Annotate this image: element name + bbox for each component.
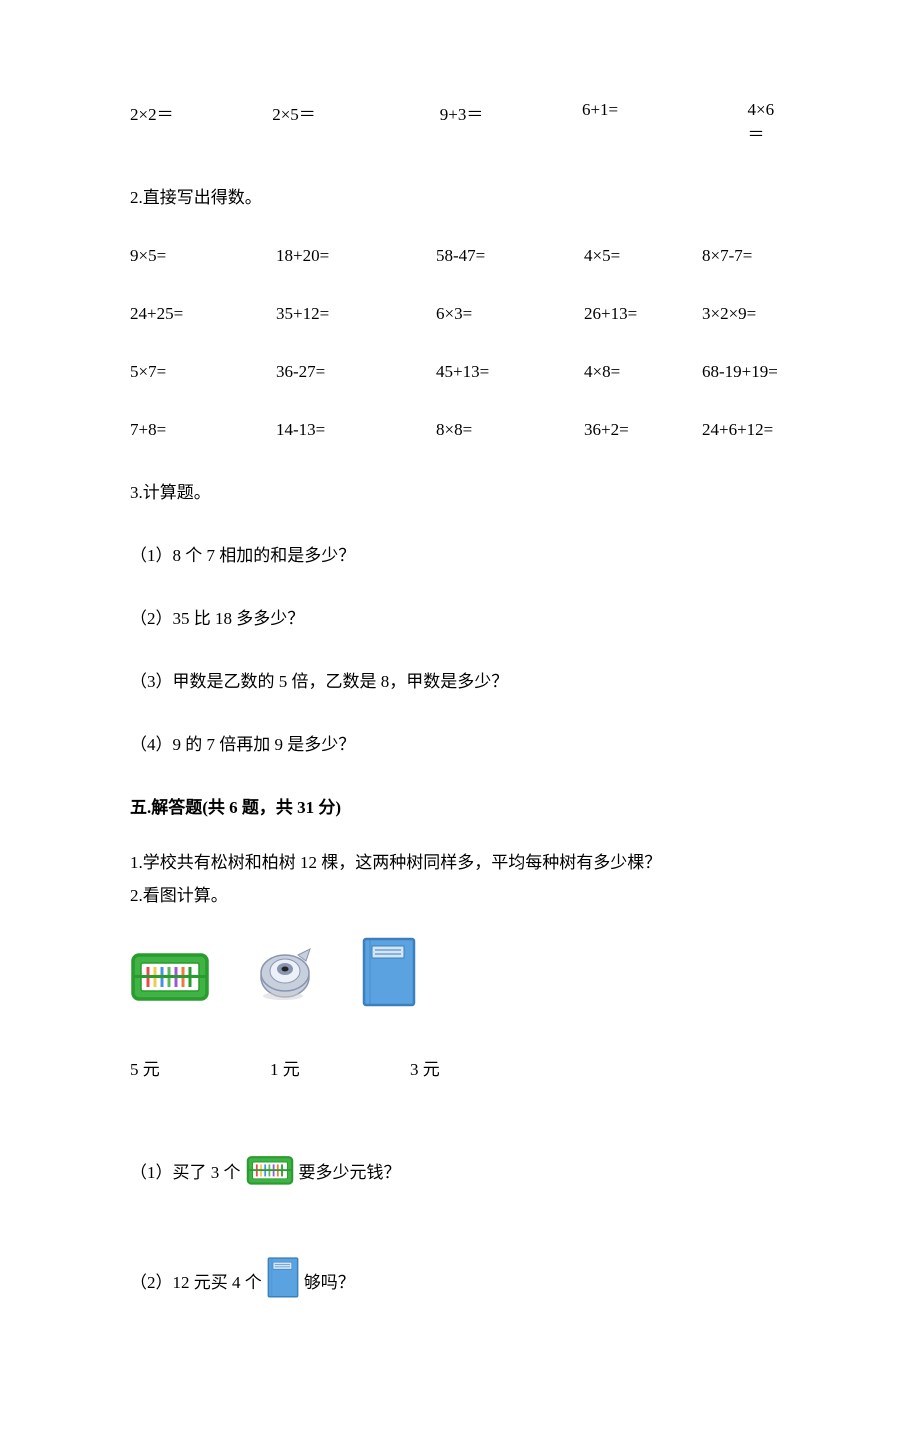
eq-cell: 4×6＝ [748, 100, 790, 145]
eq-cell: 26+13= [584, 304, 702, 324]
eq-cell: 9+3＝ [440, 100, 582, 145]
eq-cell: 6×3= [436, 304, 584, 324]
eq-cell: 6+1= [582, 100, 748, 145]
eq-cell: 9×5= [130, 246, 276, 266]
eq-cell: 45+13= [436, 362, 584, 382]
eq-cell: 68-19+19= [702, 362, 778, 382]
eq-cell: 24+6+12= [702, 420, 773, 440]
section3-title: 3.计算题。 [130, 478, 790, 503]
product-icon-row [130, 936, 790, 1015]
section5-heading: 五.解答题(共 6 题，共 31 分) [130, 793, 790, 818]
eq-cell: 35+12= [276, 304, 436, 324]
eq-cell: 2×2＝ [130, 100, 272, 145]
eq-cell: 14-13= [276, 420, 436, 440]
eq-cell: 24+25= [130, 304, 276, 324]
eq-cell: 5×7= [130, 362, 276, 382]
section2-title: 2.直接写出得数。 [130, 183, 790, 208]
question-5-2-2: （2）12 元买 4 个 够吗？ [130, 1256, 790, 1305]
eq-cell: 36-27= [276, 362, 436, 382]
question-3-4: （4）9 的 7 倍再加 9 是多少？ [130, 730, 790, 755]
question-5-1: 1.学校共有松树和柏树 12 棵，这两种树同样多，平均每种树有多少棵？ [130, 848, 790, 873]
price-row: 5 元 1 元 3 元 [130, 1055, 790, 1080]
eq-cell: 8×8= [436, 420, 584, 440]
price-cell: 5 元 [130, 1055, 270, 1080]
notebook-icon [360, 936, 418, 1015]
equation-grid-row: 5×7= 36-27= 45+13= 4×8= 68-19+19= [130, 362, 790, 382]
question-5-2-1: （1）买了 3 个 要多少元钱？ [130, 1150, 790, 1191]
price-cell: 1 元 [270, 1055, 410, 1080]
question-3-1: （1）8 个 7 相加的和是多少？ [130, 541, 790, 566]
question-5-2: 2.看图计算。 [130, 881, 790, 906]
eq-cell: 8×7-7= [702, 246, 752, 266]
eq-cell: 2×5＝ [272, 100, 440, 145]
eq-cell: 3×2×9= [702, 304, 756, 324]
eq-cell: 7+8= [130, 420, 276, 440]
equation-grid-row: 7+8= 14-13= 8×8= 36+2= 24+6+12= [130, 420, 790, 440]
question-3-3: （3）甲数是乙数的 5 倍，乙数是 8，甲数是多少？ [130, 667, 790, 692]
pencil-sharpener-icon [250, 943, 320, 1008]
equation-row-1: 2×2＝ 2×5＝ 9+3＝ 6+1= 4×6＝ [130, 100, 790, 145]
eq-cell: 58-47= [436, 246, 584, 266]
q-post: 要多少元钱？ [299, 1158, 401, 1183]
equation-grid-row: 24+25= 35+12= 6×3= 26+13= 3×2×9= [130, 304, 790, 324]
eq-cell: 18+20= [276, 246, 436, 266]
eq-cell: 36+2= [584, 420, 702, 440]
pencil-case-icon [245, 1150, 295, 1191]
pencil-case-icon [130, 943, 210, 1008]
eq-cell: 4×8= [584, 362, 702, 382]
q-post: 够吗？ [304, 1268, 355, 1293]
q-pre: （2）12 元买 4 个 [130, 1268, 262, 1293]
question-3-2: （2）35 比 18 多多少？ [130, 604, 790, 629]
equation-grid-row: 9×5= 18+20= 58-47= 4×5= 8×7-7= [130, 246, 790, 266]
notebook-icon [266, 1256, 300, 1305]
price-cell: 3 元 [410, 1055, 440, 1080]
q-pre: （1）买了 3 个 [130, 1158, 241, 1183]
eq-cell: 4×5= [584, 246, 702, 266]
